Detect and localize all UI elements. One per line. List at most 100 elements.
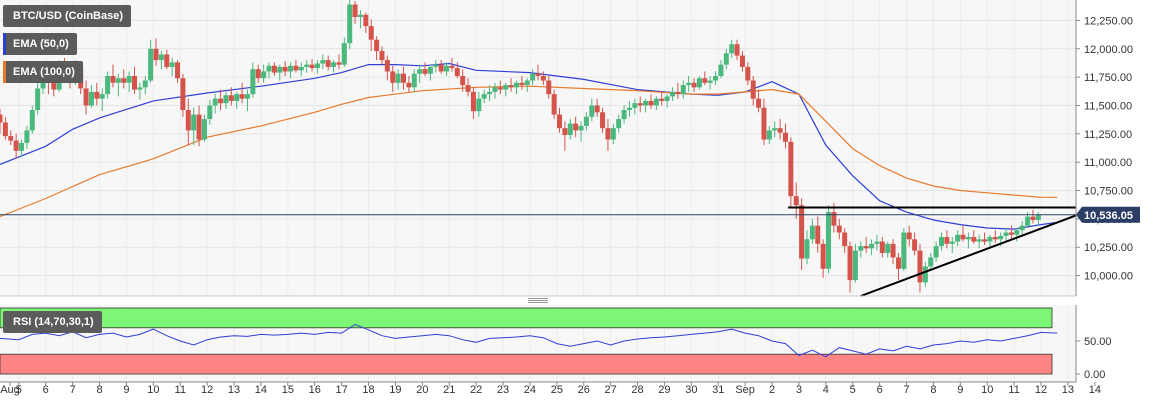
candle-32 (169, 57, 175, 76)
candle-body (347, 4, 353, 44)
x-tick-label-6: 10 (147, 384, 159, 396)
candle-23 (121, 69, 127, 89)
candle-96 (513, 80, 519, 95)
x-tick-label-13: 17 (336, 384, 348, 396)
legend-ema100-text: EMA (100,0) (13, 66, 75, 78)
candle-124 (664, 94, 670, 108)
candle-19 (99, 88, 105, 112)
candle-34 (180, 73, 186, 117)
candle-119 (637, 96, 643, 113)
candle-body (901, 232, 907, 269)
candle-body (126, 75, 132, 83)
candle-body (465, 85, 471, 92)
candle-18 (94, 82, 100, 106)
candle-49 (261, 64, 267, 83)
y-tick-label-5: 11,250.00 (1084, 129, 1132, 141)
candle-body (589, 105, 595, 117)
y-tick-label-4: 11,000.00 (1084, 157, 1132, 169)
candle-80 (427, 64, 433, 81)
candle-94 (503, 82, 509, 97)
candle-45 (239, 82, 245, 104)
x-tick-label-32: 5 (850, 384, 856, 396)
candle-body (325, 60, 331, 67)
candle-body (427, 66, 433, 74)
candle-158 (847, 241, 853, 293)
x-tick-label-37: 10 (981, 384, 993, 396)
candle-122 (653, 96, 659, 111)
candle-60 (320, 54, 326, 70)
candle-body (782, 132, 788, 142)
candle-160 (858, 241, 864, 258)
candle-109 (583, 112, 589, 131)
candle-body (696, 78, 702, 88)
candle-1 (2, 116, 8, 140)
candle-body (815, 225, 821, 244)
candle-body (196, 114, 202, 140)
x-tick-label-25: 29 (658, 384, 670, 396)
candle-body (277, 66, 283, 73)
candle-145 (777, 119, 783, 140)
candle-body (1030, 216, 1036, 221)
candle-body (659, 98, 665, 101)
x-tick-label-14: 18 (362, 384, 374, 396)
candle-112 (600, 107, 606, 133)
candle-20 (105, 71, 111, 99)
candle-body (460, 75, 466, 86)
x-tick-label-21: 25 (551, 384, 563, 396)
candle-body (653, 98, 659, 106)
candle-body (820, 243, 826, 269)
candle-51 (271, 62, 277, 76)
candle-79 (422, 62, 428, 76)
candle-body (105, 75, 111, 95)
x-tick-label-29: 2 (769, 384, 775, 396)
y-tick-label-6: 11,500.00 (1084, 100, 1132, 112)
candle-150 (804, 230, 810, 265)
candle-5 (24, 125, 30, 149)
candle-149 (799, 198, 805, 270)
candle-body (298, 66, 304, 71)
candle-body (917, 250, 923, 283)
candle-body (19, 142, 25, 151)
candle-body (933, 246, 939, 258)
candle-body (115, 78, 121, 83)
candle-165 (885, 241, 891, 258)
candle-44 (234, 91, 240, 109)
x-tick-label-7: 11 (175, 384, 186, 396)
candle-95 (508, 78, 514, 92)
x-tick-label-19: 23 (497, 384, 509, 396)
candle-body (912, 239, 918, 251)
candle-body (621, 110, 627, 120)
candle-7 (35, 80, 41, 115)
candle-body (444, 65, 450, 72)
x-tick-label-17: 21 (443, 384, 455, 396)
candle-body (153, 48, 159, 61)
x-tick-label-34: 7 (903, 384, 909, 396)
candle-body (180, 78, 186, 111)
candle-body (567, 123, 573, 135)
candle-body (562, 128, 568, 135)
candle-146 (782, 123, 788, 149)
candle-body (239, 94, 245, 99)
legend-title-text: BTC/USD (CoinBase) (13, 10, 124, 22)
y-tick-label-9: 12,250.00 (1084, 15, 1133, 27)
candle-body (551, 94, 557, 115)
candle-body (842, 232, 848, 247)
candle-16 (83, 80, 89, 115)
candle-body (293, 65, 299, 71)
candle-173 (928, 252, 934, 272)
candle-body (858, 246, 864, 251)
candle-42 (223, 91, 229, 109)
candle-body (218, 98, 224, 104)
candle-body (132, 75, 137, 90)
candle-body (492, 87, 498, 92)
candle-100 (535, 64, 541, 81)
candle-body (288, 65, 294, 72)
candle-69 (368, 19, 374, 52)
candle-body (799, 205, 805, 259)
candle-body (739, 55, 745, 67)
candle-body (616, 119, 622, 129)
candle-64 (341, 37, 347, 67)
candle-body (519, 82, 525, 86)
candle-body (261, 71, 267, 79)
candle-78 (417, 64, 423, 83)
